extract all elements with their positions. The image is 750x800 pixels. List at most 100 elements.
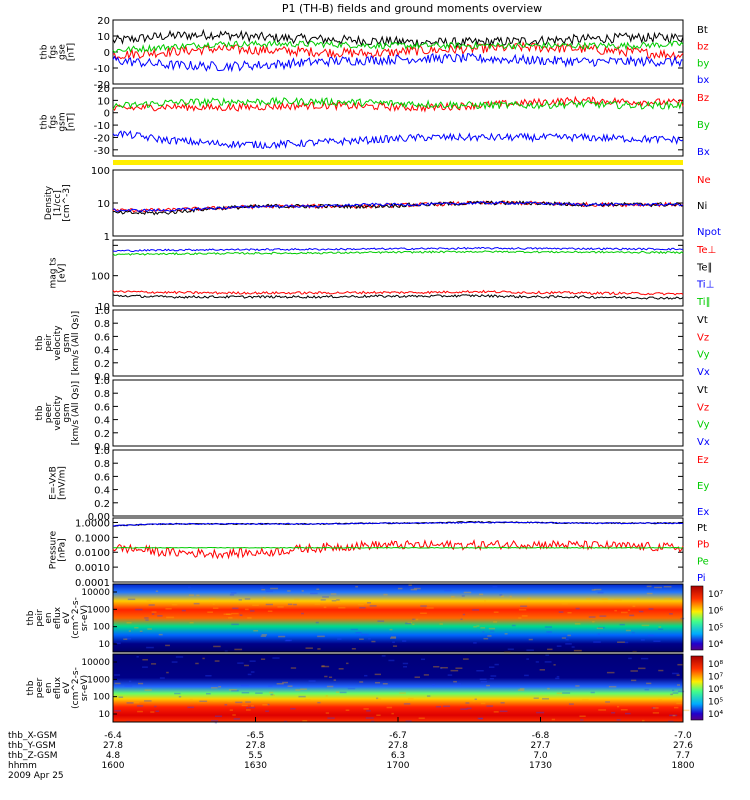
spectrogram-texture [171,603,178,606]
spectrogram-texture [137,710,143,713]
ylabel-line: gse [58,44,68,60]
spectrogram-texture [158,633,163,636]
xaxis-value: 27.7 [530,741,550,751]
legend-entry: Vt [697,385,708,396]
ylabel-efield: E=-VxB[mV/m] [49,466,68,500]
spectrogram-texture [363,708,369,710]
spectrogram-texture [426,695,431,697]
spectrogram-texture [414,676,421,678]
spectrogram-texture [142,658,148,661]
xaxis-value: 5.5 [248,751,262,761]
ytick-label: 0.4 [94,486,110,497]
figure-title: P1 (TH-B) fields and ground moments over… [282,2,542,15]
spectrogram-texture [272,657,280,659]
spectrogram-texture [347,687,356,690]
spectrogram-texture [597,626,605,629]
spectrogram-texture [151,611,157,613]
spectrogram-texture [290,667,297,669]
spectrogram-texture [260,635,267,637]
spectrogram-texture [440,666,448,669]
spectrogram-texture [135,608,143,611]
spectrogram-texture [165,644,170,647]
spectrogram-texture [527,597,531,600]
spectrogram-texture [228,617,233,619]
ytick-label: 100 [93,693,110,703]
spectrogram-texture [606,671,615,674]
spectrogram-texture [202,657,205,660]
spectrogram-texture [157,615,163,617]
spectrogram-texture [270,693,274,696]
spectrogram-texture [669,613,673,615]
ytick-label: 10 [97,302,110,313]
spectrogram-texture [355,631,362,634]
ylabel-line: en [44,682,54,693]
ytick-label: 0.2 [94,499,110,510]
spectrogram-texture [224,650,228,653]
spectrogram-texture [389,628,393,631]
flag-bar [113,160,683,165]
panel-pressure: Pressure[nPa] 1.0000 0.1000 0.0100 0.0010 0.0… [49,517,709,589]
spectrogram-texture [298,695,306,698]
spectrogram-texture [601,598,609,601]
ytick-label: 1.0 [94,306,110,317]
spectrogram-texture [547,648,553,651]
spectrogram-texture [317,635,325,638]
legend-entry: Bt [697,25,708,36]
spectrogram-texture [599,615,607,617]
ylabel-fgs_gse: thbfgsgse[nT] [40,43,77,61]
spectrogram-texture [484,600,487,602]
spectrogram-texture [126,702,134,704]
legend-entry: Te⊥ [696,245,716,256]
legend-entry: Vx [697,367,710,378]
xaxis-value: -6.7 [389,731,407,741]
panel-frame [112,449,684,517]
spectrogram-texture [147,628,152,630]
ylabel-line: eflux [53,606,63,629]
spectrogram-texture [392,641,395,644]
spectrogram-texture [212,607,219,609]
spectrogram-texture [174,692,181,695]
spectrogram-texture [239,614,243,616]
spectrogram-texture [211,687,218,689]
spectrogram-texture [392,645,398,647]
spectrogram-texture [144,700,152,702]
spectrogram-texture [321,665,330,668]
spectrogram-texture [189,621,194,624]
ytick-label: -20 [94,80,110,91]
spectrogram-texture [614,599,622,601]
xaxis-row-label: hhmm [8,761,37,771]
ytick-label: 0.4 [94,346,110,357]
spectrogram-texture [602,601,608,604]
spectrogram-texture [670,693,673,696]
spectrogram-texture [123,638,128,640]
spectrogram-texture [461,595,465,597]
spectrogram-texture [188,594,195,596]
spectrogram-texture [300,688,307,690]
spectrogram-texture [676,702,682,705]
spectrogram-texture [489,677,494,680]
spectrogram-texture [571,646,575,648]
spectrogram-texture [252,604,259,606]
legend-entry: Ni [697,201,707,212]
spectrogram-texture [237,662,244,664]
ylabel-peer_spec: thbpeerenefluxeV(cm^2-s-sr-eV) [26,667,90,709]
spectrogram-texture [493,711,499,713]
spectrogram-texture [366,710,371,712]
spectrogram-texture [658,626,662,628]
spectrogram-texture [494,663,499,666]
x-axis-table: thb_X-GSM -6.4 -6.5 -6.7 -6.8 -7.0 thb_Y-GSM 27… [8,717,695,781]
spectrogram-texture [171,661,178,663]
ytick-label: 10000 [81,658,110,668]
spectrogram-texture [642,719,645,722]
spectrogram-texture [155,710,160,712]
spectrogram-texture [366,601,373,604]
spectrogram-texture [301,590,304,592]
spectrogram-texture [270,587,279,590]
spectrogram-texture [579,719,584,721]
legend-entry: Pb [697,540,709,551]
spectrogram-texture [499,594,503,596]
spectrogram-texture [386,706,393,709]
spectrogram-texture [658,628,664,631]
spectrogram-texture [155,590,159,592]
spectrogram-texture [673,706,679,709]
